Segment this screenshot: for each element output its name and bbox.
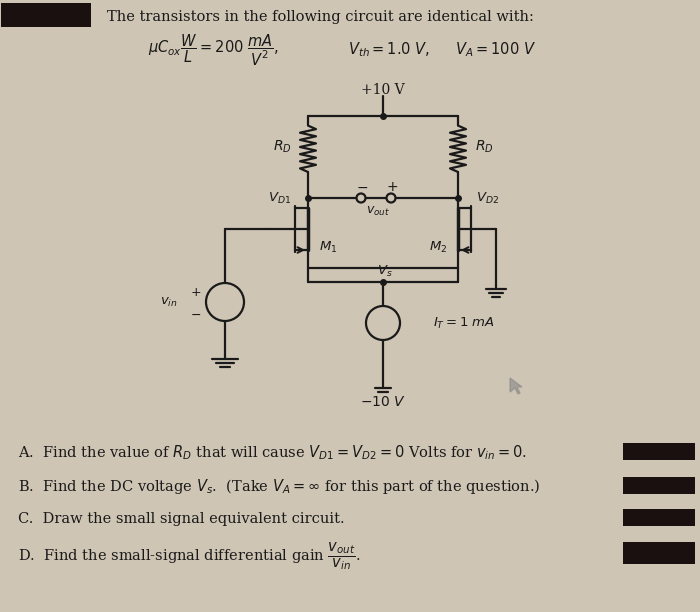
- Text: $+$: $+$: [386, 180, 398, 194]
- Text: $M_1$: $M_1$: [318, 239, 337, 255]
- Bar: [1, 3, 91, 27]
- Bar: [623, 509, 695, 526]
- Text: $-10\ V$: $-10\ V$: [360, 395, 406, 409]
- Polygon shape: [510, 378, 522, 394]
- Circle shape: [356, 193, 365, 203]
- Text: $R_D$: $R_D$: [475, 139, 493, 155]
- Text: $V_s$: $V_s$: [377, 263, 393, 278]
- Text: $V_{D1}$: $V_{D1}$: [268, 190, 292, 206]
- Text: $V_A = 100\ V$: $V_A = 100\ V$: [455, 40, 536, 59]
- Text: $v_{in}$: $v_{in}$: [160, 296, 178, 308]
- Text: $V_{D2}$: $V_{D2}$: [477, 190, 500, 206]
- Text: $-$: $-$: [356, 180, 368, 194]
- Bar: [623, 542, 695, 564]
- Text: A.  Find the value of $R_D$ that will cause $V_{D1} = V_{D2} = 0$ Volts for $v_{: A. Find the value of $R_D$ that will cau…: [18, 444, 527, 462]
- Text: +10 V: +10 V: [361, 83, 405, 97]
- Circle shape: [206, 283, 244, 321]
- Text: B.  Find the DC voltage $V_s$.  (Take $V_A = \infty$ for this part of the questi: B. Find the DC voltage $V_s$. (Take $V_A…: [18, 477, 540, 496]
- Text: $\mu C_{ox}\dfrac{W}{L} = 200\ \dfrac{mA}{V^2},$: $\mu C_{ox}\dfrac{W}{L} = 200\ \dfrac{mA…: [148, 32, 279, 68]
- Text: $M_2$: $M_2$: [429, 239, 447, 255]
- Text: $R_D$: $R_D$: [273, 139, 291, 155]
- Text: $v_{out}$: $v_{out}$: [366, 204, 390, 217]
- Text: $V_{th} = 1.0\ V,$: $V_{th} = 1.0\ V,$: [348, 40, 430, 59]
- Circle shape: [366, 306, 400, 340]
- Bar: [623, 443, 695, 460]
- Text: D.  Find the small-signal differential gain $\dfrac{v_{out}}{v_{in}}$.: D. Find the small-signal differential ga…: [18, 540, 361, 572]
- Text: $-$: $-$: [190, 307, 202, 321]
- Circle shape: [386, 193, 395, 203]
- Text: $I_T = 1\ mA$: $I_T = 1\ mA$: [433, 315, 495, 330]
- Text: The transistors in the following circuit are identical with:: The transistors in the following circuit…: [107, 10, 534, 24]
- Text: $+$: $+$: [190, 286, 202, 299]
- Text: C.  Draw the small signal equivalent circuit.: C. Draw the small signal equivalent circ…: [18, 512, 344, 526]
- Bar: [623, 477, 695, 494]
